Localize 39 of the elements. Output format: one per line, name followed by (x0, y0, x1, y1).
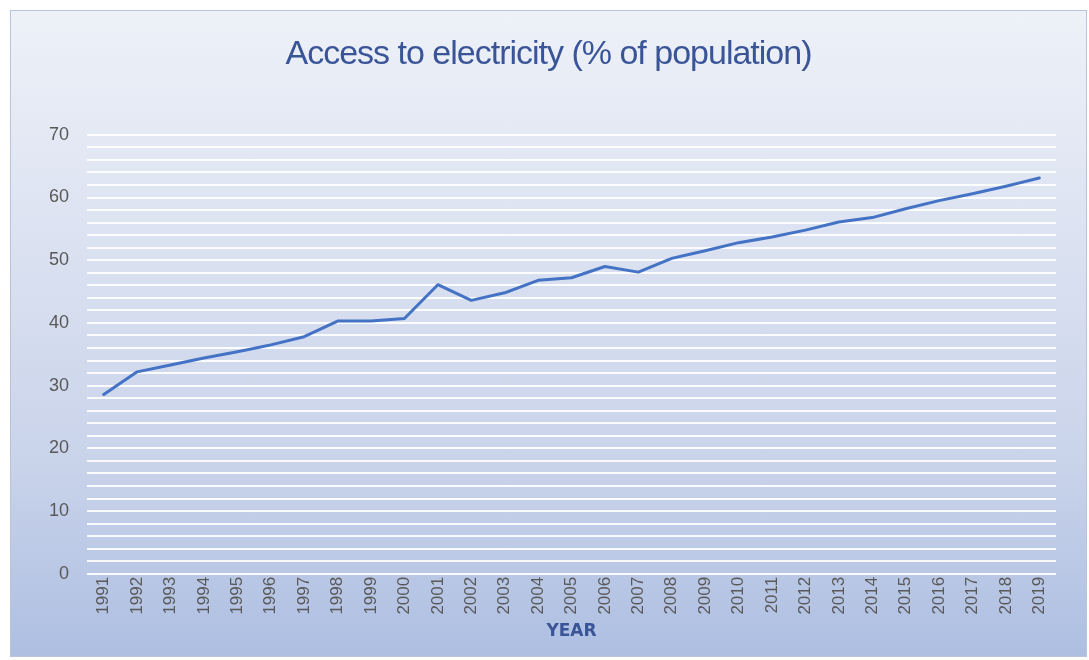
x-tick-label: 2002 (460, 576, 480, 615)
x-tick-label: 1997 (293, 576, 313, 615)
y-tick-label: 30 (48, 374, 70, 395)
x-tick-label: 2011 (761, 576, 781, 614)
x-tick-label: 2004 (527, 576, 547, 615)
x-tick-label: 1996 (260, 576, 280, 615)
x-tick-label: 2006 (594, 576, 614, 615)
x-tick-label: 2013 (828, 576, 848, 615)
y-tick-label: 10 (48, 500, 70, 521)
x-tick-label: 2005 (561, 576, 581, 615)
x-tick-label: 2003 (494, 576, 514, 615)
x-tick-label: 2016 (928, 576, 948, 615)
x-tick-label: 2010 (728, 576, 748, 615)
x-tick-label: 1995 (227, 576, 247, 615)
x-tick-label: 1992 (126, 576, 146, 615)
y-tick-label: 50 (48, 249, 70, 270)
chart-title: Access to electricity (% of population) (284, 33, 813, 72)
y-tick-label: 0 (59, 562, 70, 583)
x-tick-label: 1998 (327, 576, 347, 615)
x-tick-label: 1994 (193, 576, 213, 615)
x-tick-label: 1999 (360, 576, 380, 615)
y-tick-label: 70 (48, 123, 70, 144)
x-tick-label: 2009 (694, 576, 714, 615)
x-tick-label: 2007 (628, 576, 648, 615)
x-tick-label: 2019 (1028, 576, 1048, 615)
x-tick-label: 2001 (427, 576, 447, 615)
x-tick-label: 2008 (661, 576, 681, 615)
y-tick-label: 60 (48, 186, 70, 207)
x-tick-label: 1993 (160, 576, 180, 615)
x-tick-label: 2014 (861, 576, 881, 615)
x-tick-label: 2012 (795, 576, 815, 615)
x-tick-label: 2017 (962, 576, 982, 615)
y-tick-label: 20 (48, 437, 70, 458)
y-tick-label: 40 (48, 311, 70, 332)
x-tick-label: 2000 (394, 576, 414, 615)
x-tick-label: 2015 (895, 576, 915, 615)
x-tick-label: 2018 (995, 576, 1015, 615)
x-tick-label: 1991 (93, 576, 113, 615)
x-axis-title: YEAR (545, 620, 597, 641)
